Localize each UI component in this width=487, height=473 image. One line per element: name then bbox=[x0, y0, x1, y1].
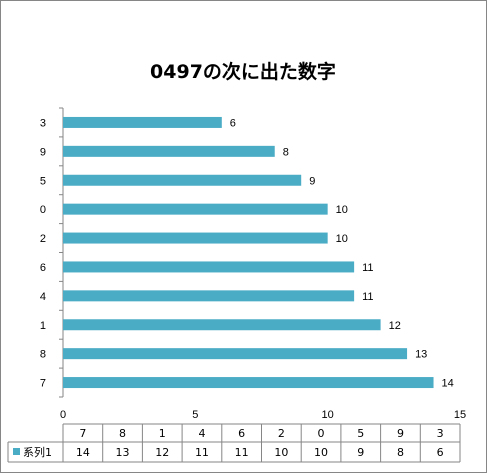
table-value-cell: 10 bbox=[274, 446, 288, 459]
table-header-cell: 9 bbox=[397, 427, 404, 440]
plot-area: 7 148 131 124 116 112 100 105 99 83 60 5 10 15 bbox=[40, 107, 466, 421]
category-tick-label: 2 bbox=[40, 233, 46, 245]
data-label: 9 bbox=[309, 175, 315, 187]
table-value-cell: 13 bbox=[116, 446, 130, 459]
bar-2 bbox=[63, 232, 328, 244]
bar-3 bbox=[63, 116, 222, 128]
category-tick-label: 7 bbox=[40, 378, 46, 390]
data-label: 8 bbox=[283, 146, 289, 158]
table-value-cell: 10 bbox=[314, 446, 328, 459]
table-header-cell: 6 bbox=[238, 427, 245, 440]
table-header-cell: 5 bbox=[357, 427, 364, 440]
table-header-cell: 4 bbox=[198, 427, 205, 440]
value-tick-label: 10 bbox=[322, 409, 334, 421]
category-tick-label: 4 bbox=[40, 291, 46, 303]
category-tick-label: 8 bbox=[40, 349, 46, 361]
table-header-cell: 8 bbox=[119, 427, 126, 440]
table-header-cell: 7 bbox=[79, 427, 86, 440]
bar-6 bbox=[63, 261, 355, 273]
data-label: 11 bbox=[362, 291, 373, 303]
table-value-cell: 8 bbox=[397, 446, 404, 459]
bar-4 bbox=[63, 290, 355, 302]
bar-1 bbox=[63, 319, 381, 331]
category-tick-label: 3 bbox=[40, 117, 46, 129]
data-label: 14 bbox=[442, 378, 454, 390]
bar-0 bbox=[63, 203, 328, 215]
data-label: 12 bbox=[389, 320, 401, 332]
table-value-cell: 11 bbox=[235, 446, 249, 459]
table-header-cell: 2 bbox=[278, 427, 285, 440]
value-tick-label: 15 bbox=[454, 409, 466, 421]
bar-5 bbox=[63, 174, 302, 186]
data-label: 11 bbox=[362, 262, 373, 274]
bar-8 bbox=[63, 348, 408, 360]
category-tick-label: 0 bbox=[40, 204, 46, 216]
table-header-cell: 1 bbox=[159, 427, 166, 440]
data-label: 6 bbox=[230, 117, 236, 129]
category-tick-label: 9 bbox=[40, 146, 46, 158]
table-value-cell: 9 bbox=[357, 446, 364, 459]
value-tick-label: 5 bbox=[192, 409, 198, 421]
legend-key bbox=[13, 448, 20, 455]
chart-title: 0497の次に出た数字 bbox=[150, 60, 336, 83]
table-header-cell: 0 bbox=[318, 427, 325, 440]
category-tick-label: 6 bbox=[40, 262, 46, 274]
value-tick-label: 0 bbox=[60, 409, 66, 421]
table-header-cell: 3 bbox=[437, 427, 444, 440]
series-name: 系列1 bbox=[23, 445, 52, 459]
data-label: 10 bbox=[336, 204, 348, 216]
data-label: 13 bbox=[415, 349, 427, 361]
data-label: 10 bbox=[336, 233, 348, 245]
category-tick-label: 1 bbox=[40, 320, 46, 332]
bar-7 bbox=[63, 377, 434, 389]
table-value-cell: 6 bbox=[437, 446, 444, 459]
category-tick-label: 5 bbox=[40, 175, 46, 187]
bar-9 bbox=[63, 145, 275, 157]
table-value-cell: 11 bbox=[195, 446, 209, 459]
table-value-cell: 12 bbox=[155, 446, 169, 459]
table-value-cell: 14 bbox=[76, 446, 90, 459]
